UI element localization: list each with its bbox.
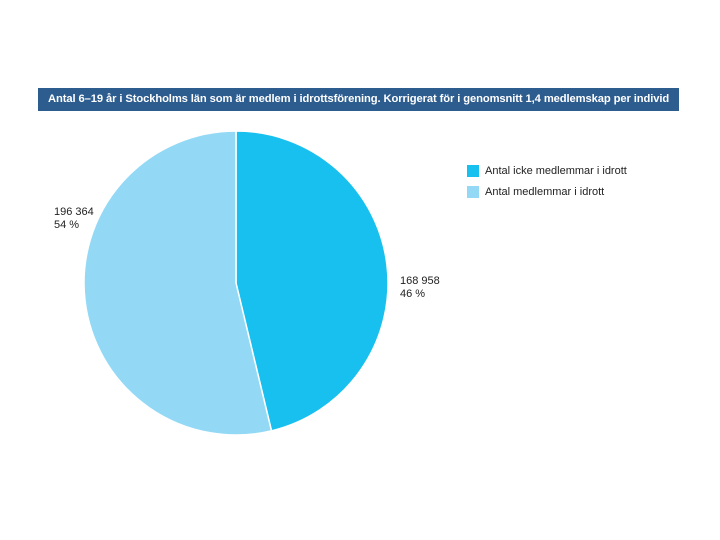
legend-label-members: Antal medlemmar i idrott <box>485 185 605 198</box>
pie-slice-members <box>83 130 273 436</box>
slice-label-non-members: 168 958 46 % <box>400 275 440 301</box>
slice-value-members: 196 364 <box>54 206 94 218</box>
chart-legend: Antal icke medlemmar i idrott Antal medl… <box>467 160 627 202</box>
chart-title: Antal 6–19 år i Stockholms län som är me… <box>38 88 679 111</box>
legend-swatch-members <box>467 185 479 198</box>
legend-label-non-members: Antal icke medlemmar i idrott <box>485 164 627 177</box>
legend-item-members: Antal medlemmar i idrott <box>467 181 627 202</box>
slice-label-members: 196 364 54 % <box>54 206 94 232</box>
pie-slice-non-members <box>235 130 389 432</box>
legend-item-non-members: Antal icke medlemmar i idrott <box>467 160 627 181</box>
legend-swatch-non-members <box>467 164 479 177</box>
slice-percent-members: 54 % <box>54 219 80 231</box>
slice-percent-non-members: 46 % <box>400 288 426 300</box>
slice-value-non-members: 168 958 <box>400 275 440 287</box>
